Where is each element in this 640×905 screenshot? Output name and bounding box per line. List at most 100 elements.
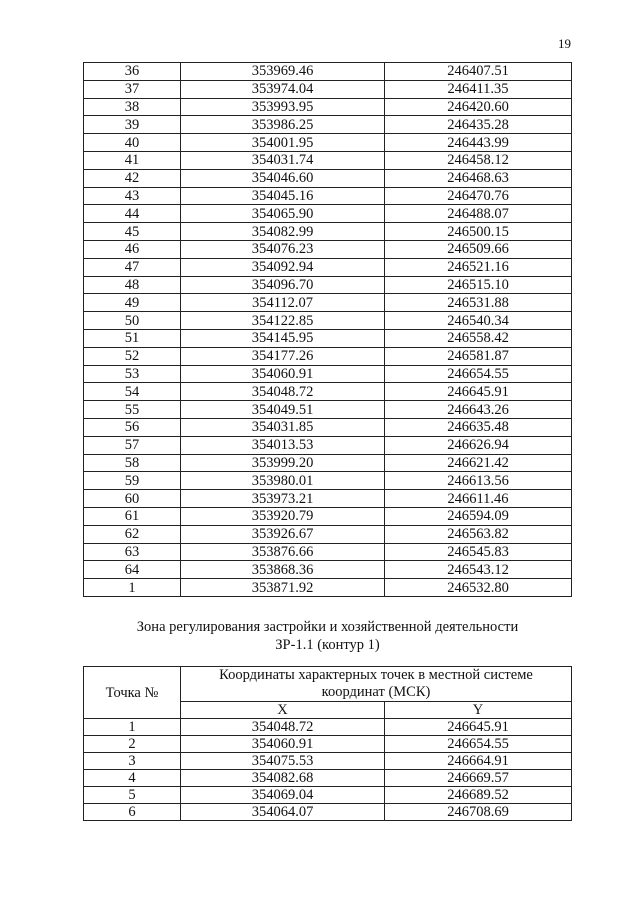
x-coordinate-cell: 354060.91 (180, 364, 385, 384)
x-coordinate-cell: 354092.94 (180, 257, 385, 277)
y-coordinate-cell: 246532.80 (384, 578, 572, 597)
table-row: 2 354060.91 246654.55 (83, 735, 572, 753)
table-row: 62 353926.67 246563.82 (83, 524, 572, 544)
point-number-cell: 42 (83, 168, 181, 188)
y-coordinate-cell: 246708.69 (384, 803, 572, 821)
point-number-cell: 1 (83, 718, 181, 736)
x-coordinate-cell: 354048.72 (180, 718, 385, 736)
y-coordinate-cell: 246407.51 (384, 62, 572, 81)
y-coordinate-cell: 246635.48 (384, 417, 572, 437)
table-row: 39 353986.25 246435.28 (83, 115, 572, 135)
y-coordinate-cell: 246488.07 (384, 204, 572, 224)
point-number-cell: 57 (83, 435, 181, 455)
x-coordinate-cell: 353999.20 (180, 453, 385, 473)
x-coordinate-cell: 354031.74 (180, 150, 385, 170)
y-coordinate-cell: 246621.42 (384, 453, 572, 473)
x-coordinate-cell: 354145.95 (180, 328, 385, 348)
section-title-line2: ЗР-1.1 (контур 1) (275, 637, 380, 653)
y-coordinate-cell: 246411.35 (384, 79, 572, 99)
table-row: 59 353980.01 246613.56 (83, 471, 572, 491)
point-number-cell: 45 (83, 222, 181, 241)
point-number-cell: 49 (83, 293, 181, 313)
point-number-cell: 50 (83, 311, 181, 330)
header-x: X (180, 701, 385, 719)
point-number-cell: 61 (83, 506, 181, 526)
y-coordinate-cell: 246443.99 (384, 133, 572, 152)
section-heading: Зона регулирования застройки и хозяйстве… (83, 618, 572, 654)
point-number-cell: 39 (83, 115, 181, 135)
point-number-cell: 36 (83, 62, 181, 81)
point-number-cell: 52 (83, 346, 181, 366)
x-coordinate-cell: 354096.70 (180, 275, 385, 295)
y-coordinate-cell: 246664.91 (384, 752, 572, 770)
x-coordinate-cell: 354112.07 (180, 293, 385, 313)
y-coordinate-cell: 246468.63 (384, 168, 572, 188)
y-coordinate-cell: 246420.60 (384, 97, 572, 117)
x-coordinate-cell: 354177.26 (180, 346, 385, 366)
x-coordinate-cell: 354046.60 (180, 168, 385, 188)
point-number-cell: 55 (83, 400, 181, 419)
y-coordinate-cell: 246543.12 (384, 560, 572, 580)
table-row: 42 354046.60 246468.63 (83, 168, 572, 188)
x-coordinate-cell: 353868.36 (180, 560, 385, 580)
y-coordinate-cell: 246611.46 (384, 489, 572, 508)
point-number-cell: 53 (83, 364, 181, 384)
table-row: 56 354031.85 246635.48 (83, 417, 572, 437)
x-coordinate-cell: 354075.53 (180, 752, 385, 770)
x-coordinate-cell: 353871.92 (180, 578, 385, 597)
table-row: 46 354076.23 246509.66 (83, 239, 572, 259)
y-coordinate-cell: 246669.57 (384, 769, 572, 787)
table-row: 37 353974.04 246411.35 (83, 79, 572, 99)
point-number-cell: 41 (83, 150, 181, 170)
y-coordinate-cell: 246645.91 (384, 718, 572, 736)
table-row: 5 354069.04 246689.52 (83, 786, 572, 804)
x-coordinate-cell: 354045.16 (180, 186, 385, 206)
table-row: 49 354112.07 246531.88 (83, 293, 572, 313)
x-coordinate-cell: 353969.46 (180, 62, 385, 81)
point-number-cell: 3 (83, 752, 181, 770)
x-coordinate-cell: 354069.04 (180, 786, 385, 804)
table-row: 6 354064.07 246708.69 (83, 803, 572, 821)
point-number-cell: 4 (83, 769, 181, 787)
point-number-cell: 47 (83, 257, 181, 277)
point-number-cell: 40 (83, 133, 181, 152)
point-number-cell: 46 (83, 239, 181, 259)
point-number-cell: 58 (83, 453, 181, 473)
header-coordinates: Координаты характерных точек в местной с… (180, 666, 572, 702)
y-coordinate-cell: 246515.10 (384, 275, 572, 295)
header-point-number: Точка № (83, 666, 181, 719)
y-coordinate-cell: 246500.15 (384, 222, 572, 241)
section-title-line1: Зона регулирования застройки и хозяйстве… (136, 619, 519, 635)
x-coordinate-cell: 354031.85 (180, 417, 385, 437)
point-number-cell: 59 (83, 471, 181, 491)
point-number-cell: 2 (83, 735, 181, 753)
point-number-cell: 38 (83, 97, 181, 117)
table-row: 38 353993.95 246420.60 (83, 97, 572, 117)
zone-coordinates-table: Точка № Координаты характерных точек в м… (83, 666, 572, 821)
table-row: 63 353876.66 246545.83 (83, 542, 572, 562)
x-coordinate-cell: 354064.07 (180, 803, 385, 821)
x-coordinate-cell: 353973.21 (180, 489, 385, 508)
y-coordinate-cell: 246540.34 (384, 311, 572, 330)
table-row: 54 354048.72 246645.91 (83, 382, 572, 402)
x-coordinate-cell: 354076.23 (180, 239, 385, 259)
x-coordinate-cell: 354049.51 (180, 400, 385, 419)
table-row: 48 354096.70 246515.10 (83, 275, 572, 295)
y-coordinate-cell: 246545.83 (384, 542, 572, 562)
y-coordinate-cell: 246654.55 (384, 735, 572, 753)
y-coordinate-cell: 246643.26 (384, 400, 572, 419)
point-number-cell: 54 (83, 382, 181, 402)
x-coordinate-cell: 354082.68 (180, 769, 385, 787)
x-coordinate-cell: 353980.01 (180, 471, 385, 491)
point-number-cell: 63 (83, 542, 181, 562)
table-row: 45 354082.99 246500.15 (83, 222, 572, 241)
y-coordinate-cell: 246645.91 (384, 382, 572, 402)
table-row: 3 354075.53 246664.91 (83, 752, 572, 770)
y-coordinate-cell: 246654.55 (384, 364, 572, 384)
x-coordinate-cell: 354013.53 (180, 435, 385, 455)
x-coordinate-cell: 353986.25 (180, 115, 385, 135)
point-number-cell: 60 (83, 489, 181, 508)
table-row: 47 354092.94 246521.16 (83, 257, 572, 277)
table-row: 60 353973.21 246611.46 (83, 489, 572, 508)
table-row: 50 354122.85 246540.34 (83, 311, 572, 330)
